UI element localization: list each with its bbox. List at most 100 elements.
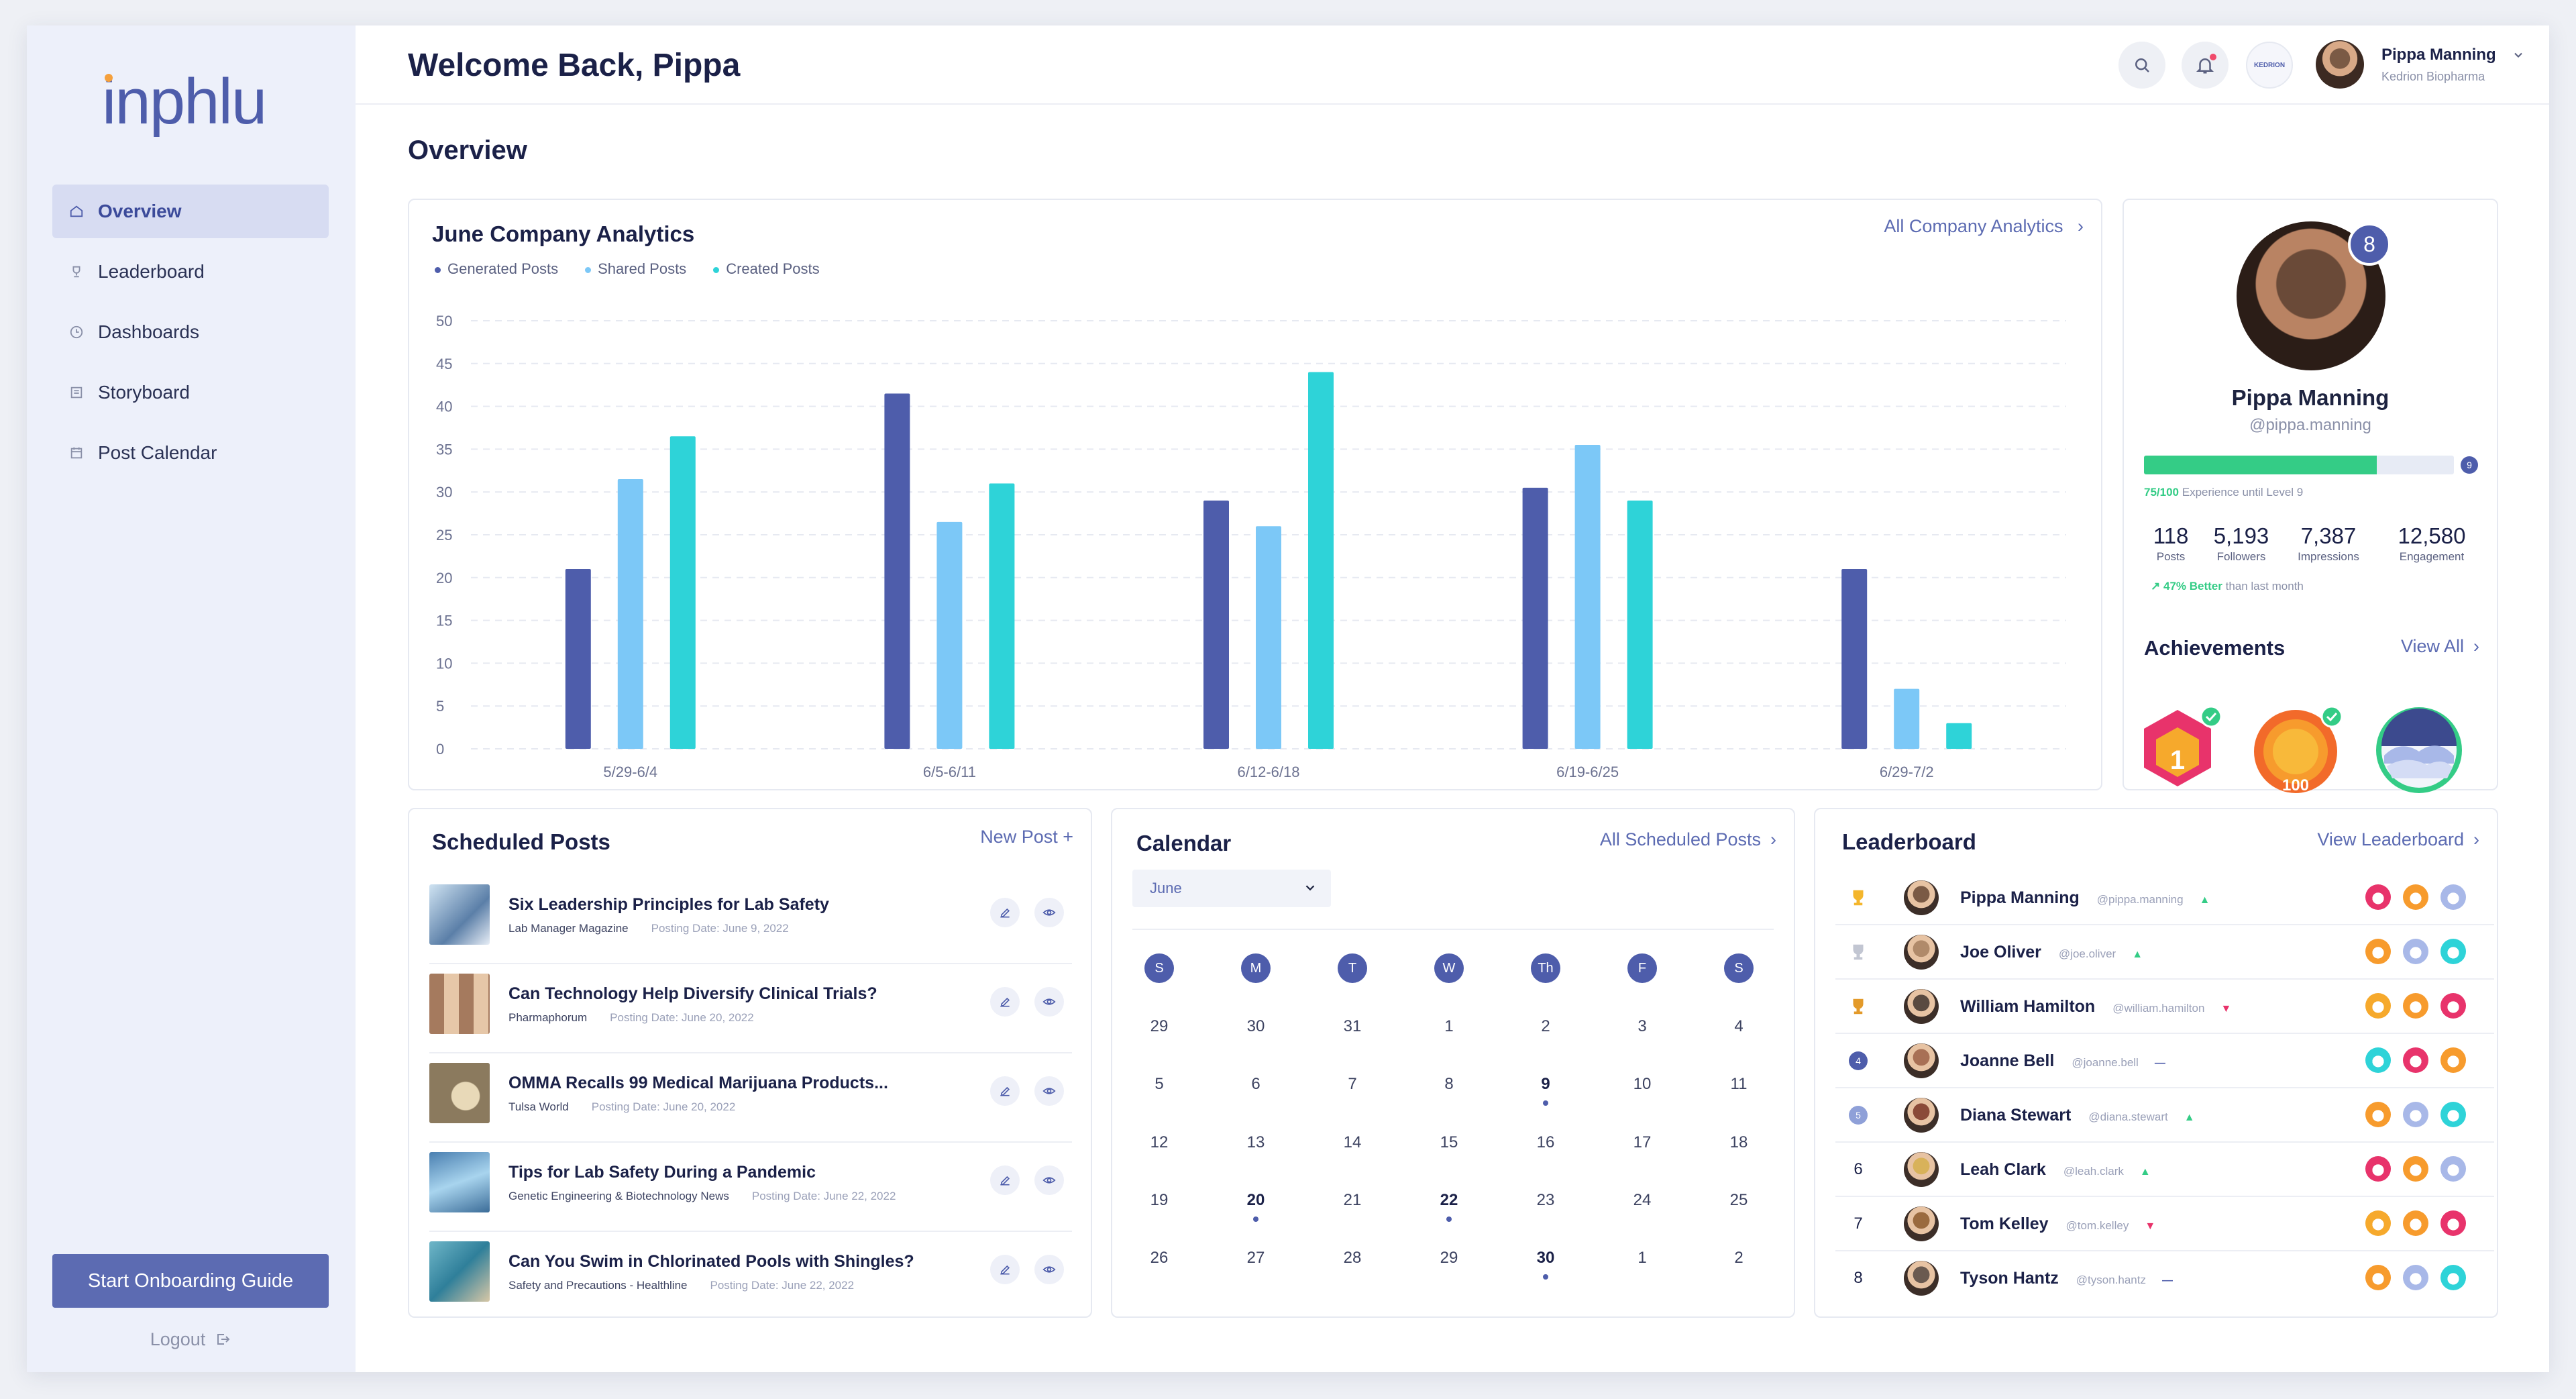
- calendar-day[interactable]: 25: [1729, 1191, 1748, 1209]
- calendar-day[interactable]: 21: [1343, 1191, 1362, 1209]
- achievement-badge-icon[interactable]: [2365, 1102, 2391, 1127]
- calendar-day[interactable]: 28: [1343, 1249, 1362, 1267]
- calendar-day[interactable]: 18: [1729, 1133, 1748, 1151]
- edit-post-button[interactable]: [990, 898, 1020, 927]
- achievement-badge-icon[interactable]: [2403, 1156, 2428, 1182]
- calendar-day[interactable]: 31: [1343, 1017, 1362, 1035]
- user-name[interactable]: William Hamilton: [1960, 997, 2096, 1016]
- achievement-badge-icon[interactable]: [2365, 1210, 2391, 1236]
- sidebar-item-leaderboard[interactable]: Leaderboard: [52, 245, 329, 299]
- calendar-day[interactable]: 2: [1734, 1249, 1743, 1267]
- calendar-day[interactable]: 22: [1422, 1191, 1476, 1222]
- user-name[interactable]: Leah Clark: [1960, 1160, 2046, 1179]
- scheduled-post-item[interactable]: Can Technology Help Diversify Clinical T…: [429, 964, 1072, 1053]
- calendar-day[interactable]: 6: [1251, 1075, 1260, 1093]
- avatar[interactable]: [1904, 1098, 1939, 1133]
- logout-button[interactable]: Logout: [52, 1326, 329, 1353]
- calendar-day[interactable]: 8: [1444, 1075, 1454, 1093]
- achievement-badge-icon[interactable]: [2440, 993, 2466, 1019]
- achievement-badge-icon[interactable]: [2403, 884, 2428, 910]
- calendar-day[interactable]: 30: [1246, 1017, 1265, 1035]
- sidebar-item-dashboards[interactable]: Dashboards: [52, 305, 329, 359]
- calendar-day[interactable]: 12: [1150, 1133, 1169, 1151]
- view-post-button[interactable]: [1034, 1076, 1064, 1106]
- calendar-day[interactable]: 19: [1150, 1191, 1169, 1209]
- calendar-day[interactable]: 15: [1440, 1133, 1458, 1151]
- notifications-button[interactable]: [2182, 42, 2229, 89]
- edit-post-button[interactable]: [990, 1165, 1020, 1195]
- achievement-badge-icon[interactable]: [2365, 993, 2391, 1019]
- achievement-badge-gold[interactable]: 1: [2137, 703, 2224, 797]
- sidebar-item-post-calendar[interactable]: Post Calendar: [52, 426, 329, 480]
- achievement-badge-icon[interactable]: [2365, 1156, 2391, 1182]
- avatar[interactable]: [1904, 935, 1939, 970]
- calendar-day[interactable]: 5: [1155, 1075, 1164, 1093]
- scheduled-post-item[interactable]: Can You Swim in Chlorinated Pools with S…: [429, 1232, 1072, 1321]
- avatar[interactable]: [1904, 1152, 1939, 1187]
- achievement-badge-icon[interactable]: [2440, 1265, 2466, 1290]
- calendar-day[interactable]: 3: [1638, 1017, 1647, 1035]
- scheduled-post-item[interactable]: Tips for Lab Safety During a Pandemic Ge…: [429, 1143, 1072, 1232]
- user-avatar[interactable]: [2316, 40, 2364, 89]
- achievement-badge-icon[interactable]: [2440, 1047, 2466, 1073]
- achievement-badge-icon[interactable]: [2440, 1156, 2466, 1182]
- achievement-badge-icon[interactable]: [2403, 939, 2428, 964]
- edit-post-button[interactable]: [990, 1076, 1020, 1106]
- company-logo[interactable]: KEDRION: [2246, 42, 2293, 89]
- achievement-badge-icon[interactable]: [2403, 1210, 2428, 1236]
- leaderboard-row[interactable]: William Hamilton @william.hamilton ▼: [1835, 980, 2494, 1034]
- view-all-achievements-link[interactable]: View All ›: [2401, 636, 2479, 657]
- calendar-day[interactable]: 29: [1440, 1249, 1458, 1267]
- achievement-badge-icon[interactable]: [2365, 939, 2391, 964]
- achievement-badge-icon[interactable]: [2403, 1047, 2428, 1073]
- view-post-button[interactable]: [1034, 1165, 1064, 1195]
- achievement-badge-icon[interactable]: [2365, 1265, 2391, 1290]
- calendar-day[interactable]: 24: [1633, 1191, 1652, 1209]
- calendar-day[interactable]: 14: [1343, 1133, 1362, 1151]
- achievement-badge-clouds[interactable]: [2373, 705, 2465, 796]
- view-post-button[interactable]: [1034, 987, 1064, 1017]
- view-post-button[interactable]: [1034, 898, 1064, 927]
- inphlu-logo[interactable]: inphlu: [102, 68, 276, 148]
- leaderboard-row[interactable]: Pippa Manning @pippa.manning ▲: [1835, 871, 2494, 925]
- calendar-day[interactable]: 13: [1246, 1133, 1265, 1151]
- calendar-day[interactable]: 11: [1730, 1075, 1748, 1093]
- achievement-badge-icon[interactable]: [2365, 1047, 2391, 1073]
- leaderboard-row[interactable]: 8 Tyson Hantz @tyson.hantz —: [1835, 1251, 2494, 1306]
- month-select[interactable]: June: [1132, 870, 1331, 907]
- calendar-day[interactable]: 4: [1734, 1017, 1743, 1035]
- leaderboard-row[interactable]: 6 Leah Clark @leah.clark ▲: [1835, 1143, 2494, 1197]
- avatar[interactable]: [1904, 880, 1939, 915]
- user-name[interactable]: Tom Kelley: [1960, 1214, 2049, 1233]
- calendar-day[interactable]: 23: [1536, 1191, 1555, 1209]
- avatar[interactable]: [1904, 1043, 1939, 1078]
- leaderboard-row[interactable]: Joe Oliver @joe.oliver ▲: [1835, 925, 2494, 980]
- search-button[interactable]: [2118, 42, 2165, 89]
- calendar-day[interactable]: 9: [1519, 1075, 1572, 1106]
- leaderboard-row[interactable]: 7 Tom Kelley @tom.kelley ▼: [1835, 1197, 2494, 1251]
- user-name[interactable]: Tyson Hantz: [1960, 1269, 2059, 1288]
- achievement-badge-icon[interactable]: [2440, 1102, 2466, 1127]
- achievement-badge-icon[interactable]: [2403, 993, 2428, 1019]
- sidebar-item-overview[interactable]: Overview: [52, 185, 329, 238]
- edit-post-button[interactable]: [990, 987, 1020, 1017]
- leaderboard-row[interactable]: 5 Diana Stewart @diana.stewart ▲: [1835, 1088, 2494, 1143]
- achievement-badge-icon[interactable]: [2365, 884, 2391, 910]
- calendar-day[interactable]: 26: [1150, 1249, 1169, 1267]
- avatar[interactable]: [1904, 1261, 1939, 1296]
- achievement-badge-icon[interactable]: [2440, 1210, 2466, 1236]
- calendar-day[interactable]: 16: [1536, 1133, 1555, 1151]
- calendar-day[interactable]: 29: [1150, 1017, 1169, 1035]
- leaderboard-row[interactable]: 4 Joanne Bell @joanne.bell —: [1835, 1034, 2494, 1088]
- achievement-badge-icon[interactable]: [2403, 1102, 2428, 1127]
- user-name[interactable]: Joe Oliver: [1960, 943, 2041, 962]
- achievement-badge-icon[interactable]: [2440, 884, 2466, 910]
- calendar-day[interactable]: 30: [1519, 1249, 1572, 1280]
- scheduled-post-item[interactable]: OMMA Recalls 99 Medical Marijuana Produc…: [429, 1053, 1072, 1143]
- calendar-day[interactable]: 27: [1246, 1249, 1265, 1267]
- calendar-day[interactable]: 7: [1348, 1075, 1357, 1093]
- edit-post-button[interactable]: [990, 1255, 1020, 1284]
- calendar-day[interactable]: 10: [1633, 1075, 1652, 1093]
- avatar[interactable]: [1904, 989, 1939, 1024]
- start-onboarding-button[interactable]: Start Onboarding Guide: [52, 1254, 329, 1308]
